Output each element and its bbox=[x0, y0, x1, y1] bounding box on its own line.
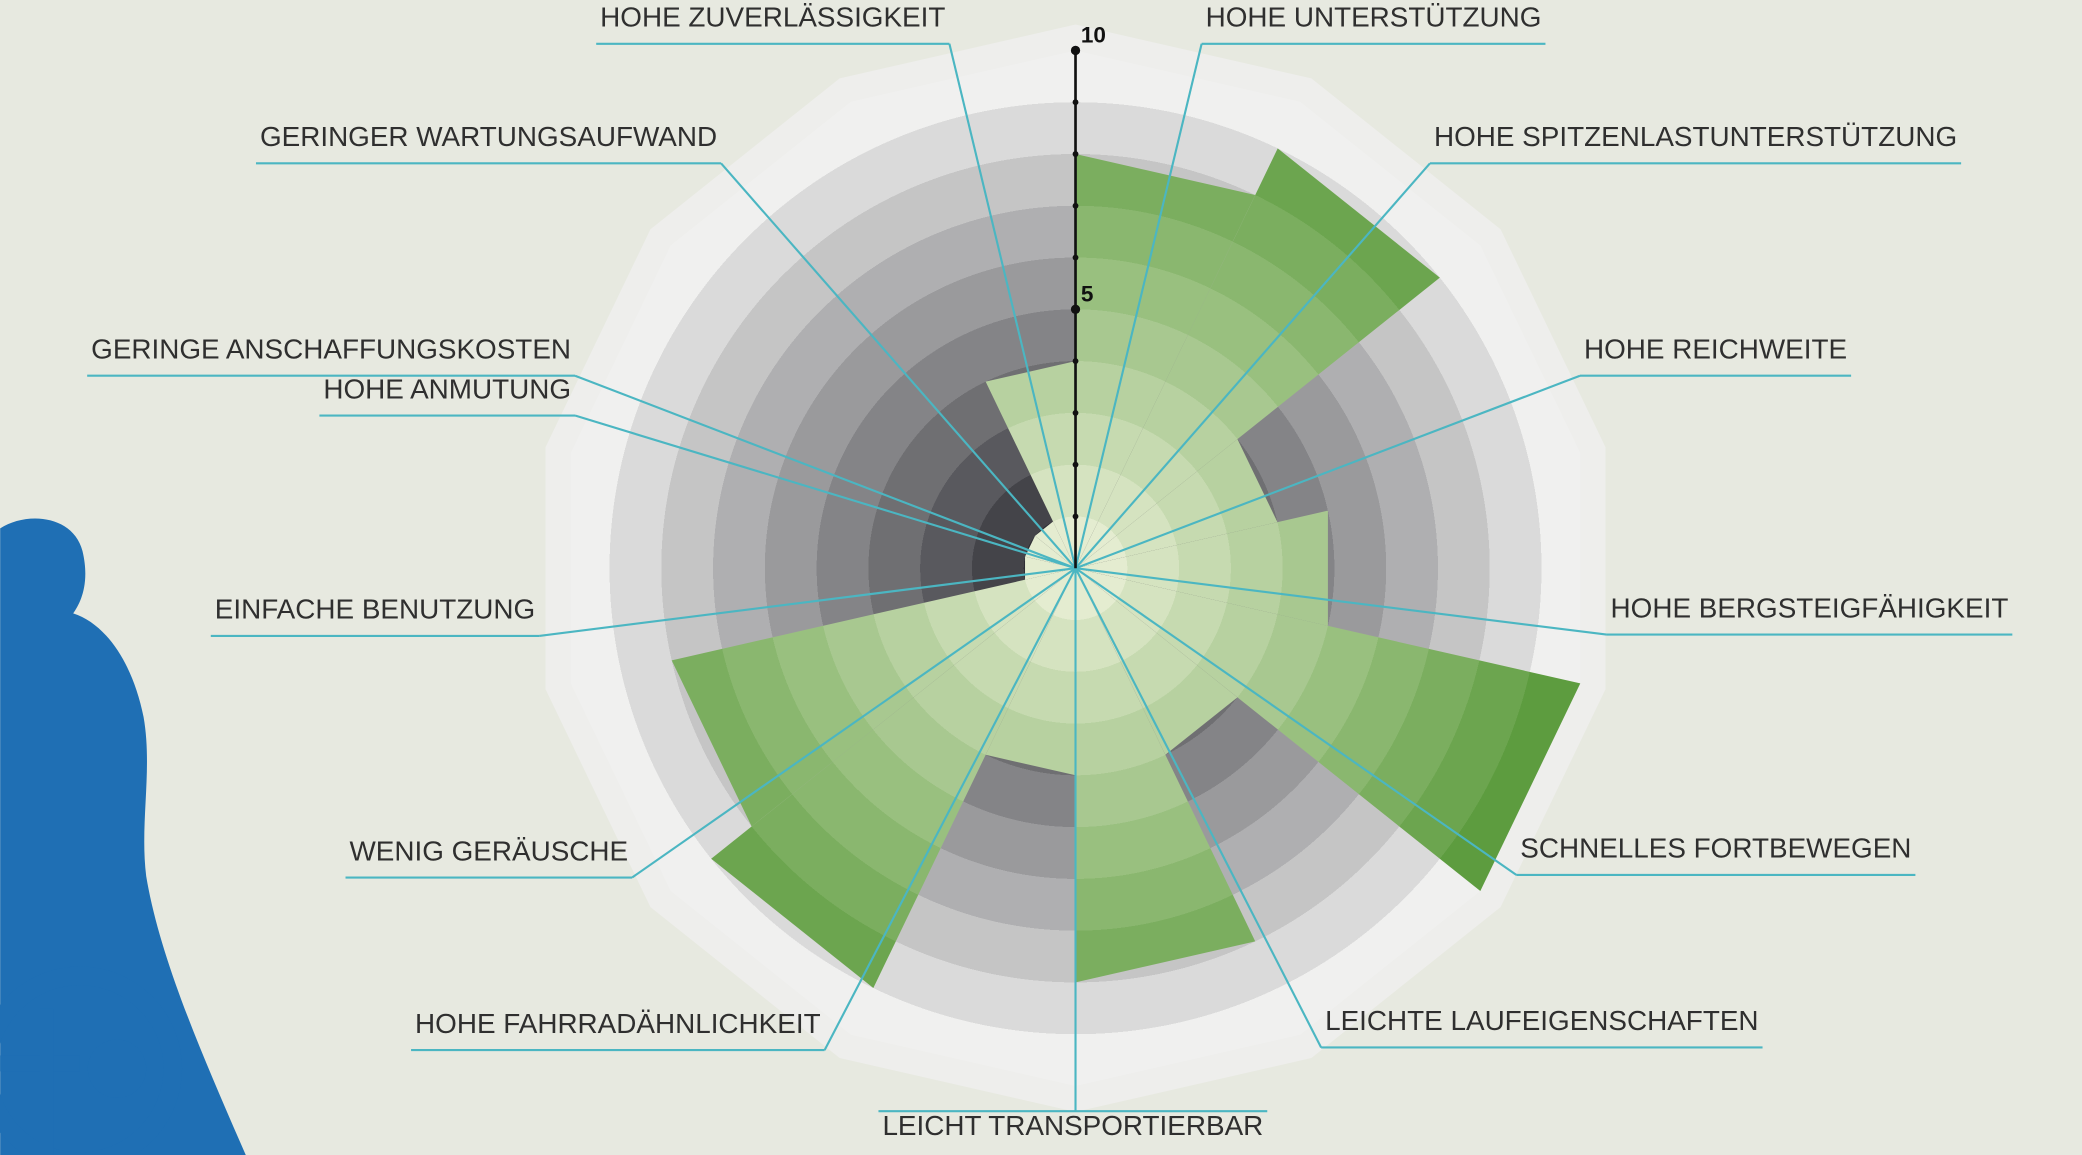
sector bbox=[1075, 154, 1256, 569]
category-label: HOHE REICHWEITE bbox=[1584, 333, 1847, 364]
minor-tick bbox=[1072, 151, 1079, 157]
minor-tick bbox=[1072, 461, 1079, 468]
spoke bbox=[40, 1008, 54, 1155]
leader-line bbox=[1074, 567, 1517, 876]
leader-line bbox=[720, 162, 1077, 569]
sector bbox=[711, 568, 1076, 989]
sector bbox=[1075, 568, 1581, 892]
leader-line bbox=[1075, 567, 1607, 636]
minor-tick bbox=[1072, 358, 1079, 365]
leader-line bbox=[631, 567, 1077, 879]
leader-layer bbox=[87, 42, 2013, 1113]
category-label: HOHE BERGSTEIGFÄHIGKEIT bbox=[1611, 592, 2009, 623]
tick-label: 10 bbox=[1081, 22, 1106, 47]
leader-line bbox=[574, 414, 1076, 570]
category-label: HOHE FAHRRADÄHNLICHKEIT bbox=[415, 1008, 821, 1039]
sector bbox=[1075, 568, 1238, 755]
category-label: LEICHT TRANSPORTIERBAR bbox=[882, 1110, 1263, 1141]
label-layer: HOHE UNTERSTÜTZUNG HOHE SPITZENLASTUNTERS… bbox=[91, 2, 2008, 1142]
minor-tick bbox=[1072, 99, 1079, 106]
category-label: GERINGE ANSCHAFFUNGSKOSTEN bbox=[91, 333, 571, 364]
minor-tick bbox=[1072, 409, 1079, 416]
category-label: LEICHTE LAUFEIGENSCHAFTEN bbox=[1325, 1005, 1758, 1036]
sector bbox=[1075, 439, 1278, 569]
minor-tick bbox=[1072, 254, 1079, 261]
category-label: HOHE ZUVERLÄSSIGKEIT bbox=[600, 2, 945, 33]
crank bbox=[0, 1055, 80, 1072]
leader-line bbox=[823, 567, 1077, 1051]
leader-line bbox=[1074, 567, 1323, 1048]
category-label: GERINGER WARTUNGSAUFWAND bbox=[260, 121, 717, 152]
category-label: HOHE ANMUTUNG bbox=[323, 373, 571, 404]
leader-line bbox=[1074, 43, 1203, 569]
tick-mark bbox=[1070, 45, 1081, 56]
sector bbox=[985, 361, 1076, 569]
tick-label: 5 bbox=[1081, 281, 1094, 306]
sector bbox=[985, 568, 1076, 776]
category-label: HOHE UNTERSTÜTZUNG bbox=[1206, 2, 1542, 33]
tick-mark bbox=[1070, 304, 1081, 314]
sector bbox=[1075, 510, 1328, 626]
category-label: EINFACHE BENUTZUNG bbox=[215, 594, 535, 625]
cyclist-silhouette bbox=[0, 518, 246, 1155]
leader-line bbox=[574, 374, 1076, 570]
figure bbox=[0, 518, 246, 1155]
wheel bbox=[0, 966, 183, 1155]
category-label: WENIG GERÄUSCHE bbox=[349, 835, 628, 866]
category-label: HOHE SPITZENLASTUNTERSTÜTZUNG bbox=[1434, 121, 1957, 152]
leader-line bbox=[1075, 374, 1581, 570]
minor-tick bbox=[1072, 202, 1079, 209]
sector bbox=[671, 568, 1076, 827]
leader-line bbox=[539, 567, 1076, 637]
minor-tick bbox=[1072, 513, 1079, 520]
category-label: SCHNELLES FORTBEWEGEN bbox=[1520, 833, 1911, 864]
sector bbox=[1025, 535, 1076, 569]
leader-line bbox=[1074, 162, 1431, 569]
sector bbox=[1075, 568, 1256, 983]
axis-layer: 5 10 bbox=[1070, 22, 1106, 569]
hub bbox=[87, 1039, 147, 1098]
leader-line bbox=[948, 43, 1077, 569]
